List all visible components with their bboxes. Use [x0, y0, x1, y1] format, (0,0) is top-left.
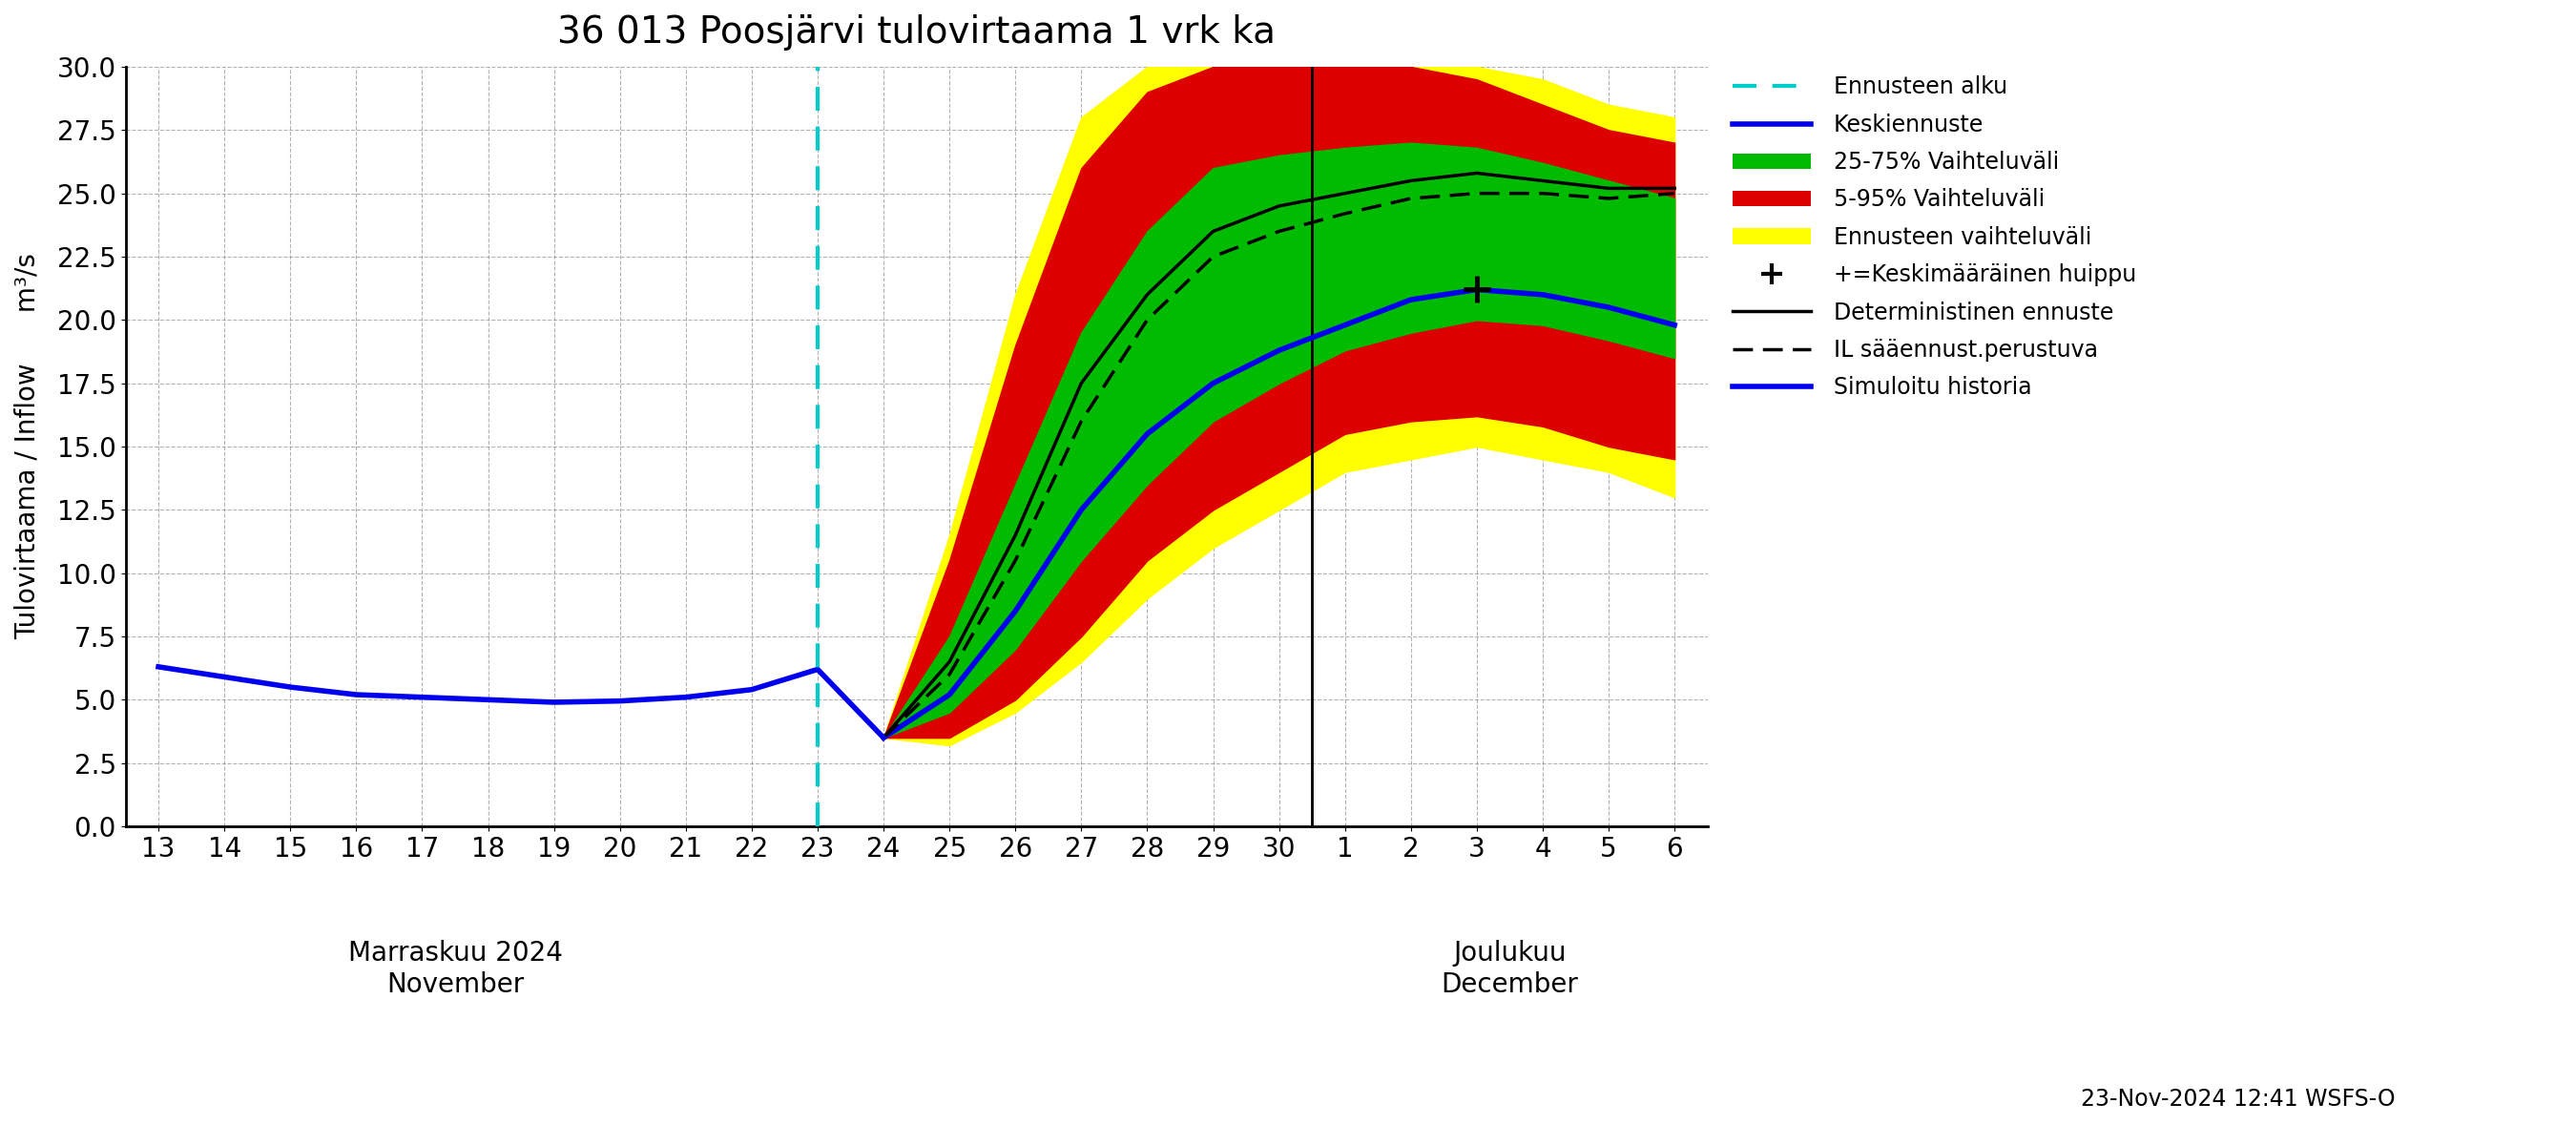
Text: 23-Nov-2024 12:41 WSFS-O: 23-Nov-2024 12:41 WSFS-O: [2081, 1088, 2396, 1111]
Title: 36 013 Poosjärvi tulovirtaama 1 vrk ka: 36 013 Poosjärvi tulovirtaama 1 vrk ka: [556, 14, 1275, 50]
Y-axis label: Tulovirtaama / Inflow      m³/s: Tulovirtaama / Inflow m³/s: [15, 253, 41, 640]
Legend: Ennusteen alku, Keskiennuste, 25-75% Vaihteluväli, 5-95% Vaihteluväli, Ennusteen: Ennusteen alku, Keskiennuste, 25-75% Vai…: [1723, 66, 2146, 408]
Text: Joulukuu
December: Joulukuu December: [1440, 940, 1579, 997]
Text: Marraskuu 2024
November: Marraskuu 2024 November: [348, 940, 562, 997]
